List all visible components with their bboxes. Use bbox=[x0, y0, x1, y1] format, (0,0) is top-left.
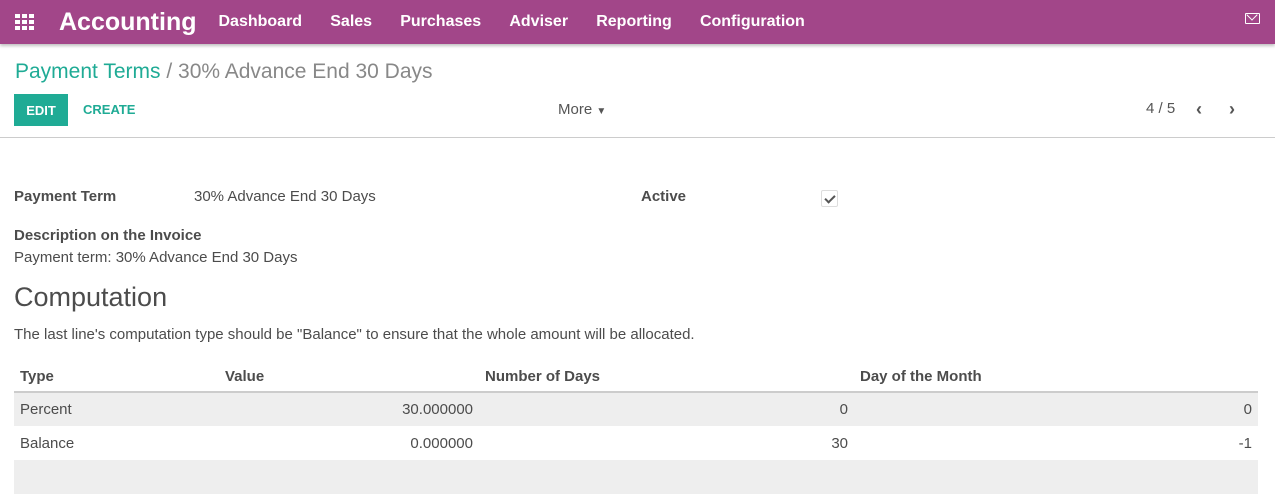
cell-type: Percent bbox=[14, 392, 219, 426]
breadcrumb-separator: / bbox=[160, 60, 179, 83]
menu-reporting[interactable]: Reporting bbox=[596, 13, 672, 30]
prev-record-icon[interactable]: ‹ bbox=[1196, 99, 1202, 119]
table-row[interactable]: Balance 0.000000 30 -1 bbox=[14, 426, 1258, 460]
computation-note: The last line's computation type should … bbox=[14, 326, 695, 343]
cell-day-of-month: -1 bbox=[1238, 434, 1252, 452]
cell-type: Balance bbox=[20, 434, 75, 452]
section-title: Computation bbox=[14, 282, 168, 312]
control-panel bbox=[0, 44, 1275, 138]
edit-button[interactable]: EDIT bbox=[14, 94, 68, 126]
menu-configuration[interactable]: Configuration bbox=[699, 13, 805, 30]
cell-days: 30 bbox=[831, 434, 848, 452]
more-dropdown[interactable]: More ▼ bbox=[558, 101, 606, 118]
apps-grid-icon[interactable] bbox=[15, 14, 37, 30]
menu-sales[interactable]: Sales bbox=[330, 13, 373, 30]
payment-term-label: Payment Term bbox=[14, 188, 117, 205]
menu-adviser[interactable]: Adviser bbox=[509, 13, 569, 30]
cell-day-of-month: 0 bbox=[854, 392, 1258, 426]
cell-days: 0 bbox=[479, 392, 854, 426]
active-checkbox bbox=[821, 190, 838, 207]
col-day-of-month[interactable]: Day of the Month bbox=[854, 362, 1258, 393]
menu-dashboard[interactable]: Dashboard bbox=[218, 13, 303, 30]
top-navbar: Accounting Dashboard Sales Purchases Adv… bbox=[0, 0, 1275, 44]
description-label: Description on the Invoice bbox=[14, 227, 202, 244]
menu-purchases[interactable]: Purchases bbox=[400, 13, 482, 30]
payment-term-lines-table: Type Value Number of Days Day of the Mon… bbox=[14, 362, 1258, 494]
payment-term-value: 30% Advance End 30 Days bbox=[194, 188, 376, 205]
col-number-of-days[interactable]: Number of Days bbox=[479, 362, 854, 393]
col-type[interactable]: Type bbox=[14, 362, 219, 393]
cell-value: 0.000000 bbox=[410, 434, 473, 452]
table-header: Type Value Number of Days Day of the Mon… bbox=[14, 362, 1258, 393]
next-record-icon[interactable]: › bbox=[1229, 99, 1235, 119]
empty-row bbox=[14, 460, 1258, 494]
mail-icon[interactable] bbox=[1245, 13, 1260, 24]
create-button[interactable]: CREATE bbox=[83, 102, 136, 117]
description-value: Payment term: 30% Advance End 30 Days bbox=[14, 249, 298, 266]
col-value[interactable]: Value bbox=[219, 362, 479, 393]
app-title: Accounting bbox=[59, 7, 197, 36]
breadcrumb-current: 30% Advance End 30 Days bbox=[178, 60, 433, 83]
breadcrumb: Payment Terms / 30% Advance End 30 Days bbox=[15, 60, 433, 84]
cell-value: 30.000000 bbox=[219, 392, 479, 426]
active-label: Active bbox=[641, 188, 687, 205]
breadcrumb-parent[interactable]: Payment Terms bbox=[15, 60, 161, 83]
table-row[interactable]: Percent 30.000000 0 0 bbox=[14, 392, 1258, 426]
caret-down-icon: ▼ bbox=[596, 106, 607, 117]
more-label: More bbox=[558, 101, 593, 118]
pager-value: 4 / 5 bbox=[1146, 100, 1176, 117]
